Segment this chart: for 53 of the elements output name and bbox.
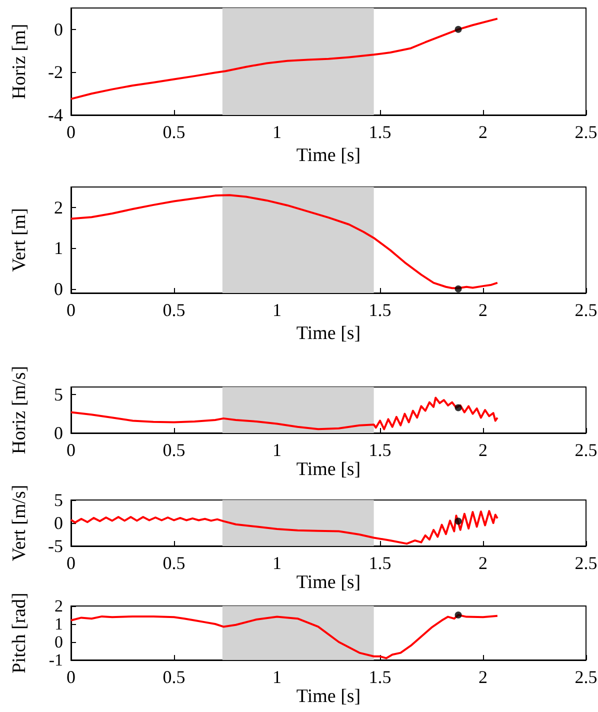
x-tick-label: 2.5 xyxy=(574,553,598,573)
x-tick-label: 1.5 xyxy=(368,667,392,687)
x-tick-label: 1 xyxy=(272,122,282,142)
x-tick-label: 2 xyxy=(478,553,488,573)
x-tick-label: 2.5 xyxy=(574,667,598,687)
x-tick-label: 1 xyxy=(272,667,282,687)
y-tick-label: 0 xyxy=(54,19,63,40)
y-tick-label: 0 xyxy=(54,278,63,299)
y-tick-label: 1 xyxy=(54,614,63,634)
x-tick-label: 1.5 xyxy=(368,553,392,573)
x-tick-label: 2.5 xyxy=(574,122,598,142)
y-tick-label: 0 xyxy=(54,513,63,533)
y-tick-label: -5 xyxy=(48,536,63,556)
x-axis-title: Time [s] xyxy=(296,686,361,707)
y-tick-label: 1 xyxy=(54,238,63,258)
y-axis-title: Vert [m/s] xyxy=(9,484,30,562)
y-tick-label: 2 xyxy=(54,197,63,218)
x-axis-title: Time [s] xyxy=(296,322,361,344)
y-tick-label: 2 xyxy=(54,596,63,616)
x-tick-label: 2.5 xyxy=(574,300,598,320)
x-tick-label: 2 xyxy=(478,122,488,142)
x-tick-label: 0.5 xyxy=(162,667,186,687)
x-axis-title: Time [s] xyxy=(296,458,361,480)
y-tick-label: -2 xyxy=(48,62,63,82)
x-tick-label: 1 xyxy=(272,300,282,320)
x-tick-label: 1 xyxy=(272,553,282,573)
x-axis-title: Time [s] xyxy=(296,144,361,166)
y-axis-title: Vert [m] xyxy=(9,208,30,272)
x-tick-label: 1.5 xyxy=(368,300,392,320)
x-tick-label: 0.5 xyxy=(162,300,186,320)
y-tick-label: -4 xyxy=(48,105,63,125)
x-axis-title: Time [s] xyxy=(296,572,361,593)
y-tick-label: 5 xyxy=(54,490,63,510)
x-tick-label: 2.5 xyxy=(574,440,598,460)
line-series xyxy=(70,510,498,545)
y-tick-label: 0 xyxy=(54,423,63,443)
line-series xyxy=(70,18,498,100)
x-tick-label: 2 xyxy=(478,667,488,687)
x-tick-label: 1.5 xyxy=(368,122,392,142)
x-tick-label: 0.5 xyxy=(162,553,186,573)
y-tick-label: 0 xyxy=(54,632,63,652)
x-tick-label: 2 xyxy=(478,440,488,460)
line-series xyxy=(70,396,498,430)
y-axis-title: Horiz [m] xyxy=(9,24,30,100)
x-tick-label: 0.5 xyxy=(162,122,186,142)
x-tick-label: 0.5 xyxy=(162,440,186,460)
x-tick-label: 1 xyxy=(272,440,282,460)
y-axis-title: Pitch [rad] xyxy=(9,592,30,674)
y-axis-title: Horiz [m/s] xyxy=(9,366,30,454)
y-tick-label: 5 xyxy=(54,384,63,405)
x-tick-label: 1.5 xyxy=(368,440,392,460)
x-tick-label: 2 xyxy=(478,300,488,320)
y-tick-label: -1 xyxy=(48,650,63,670)
